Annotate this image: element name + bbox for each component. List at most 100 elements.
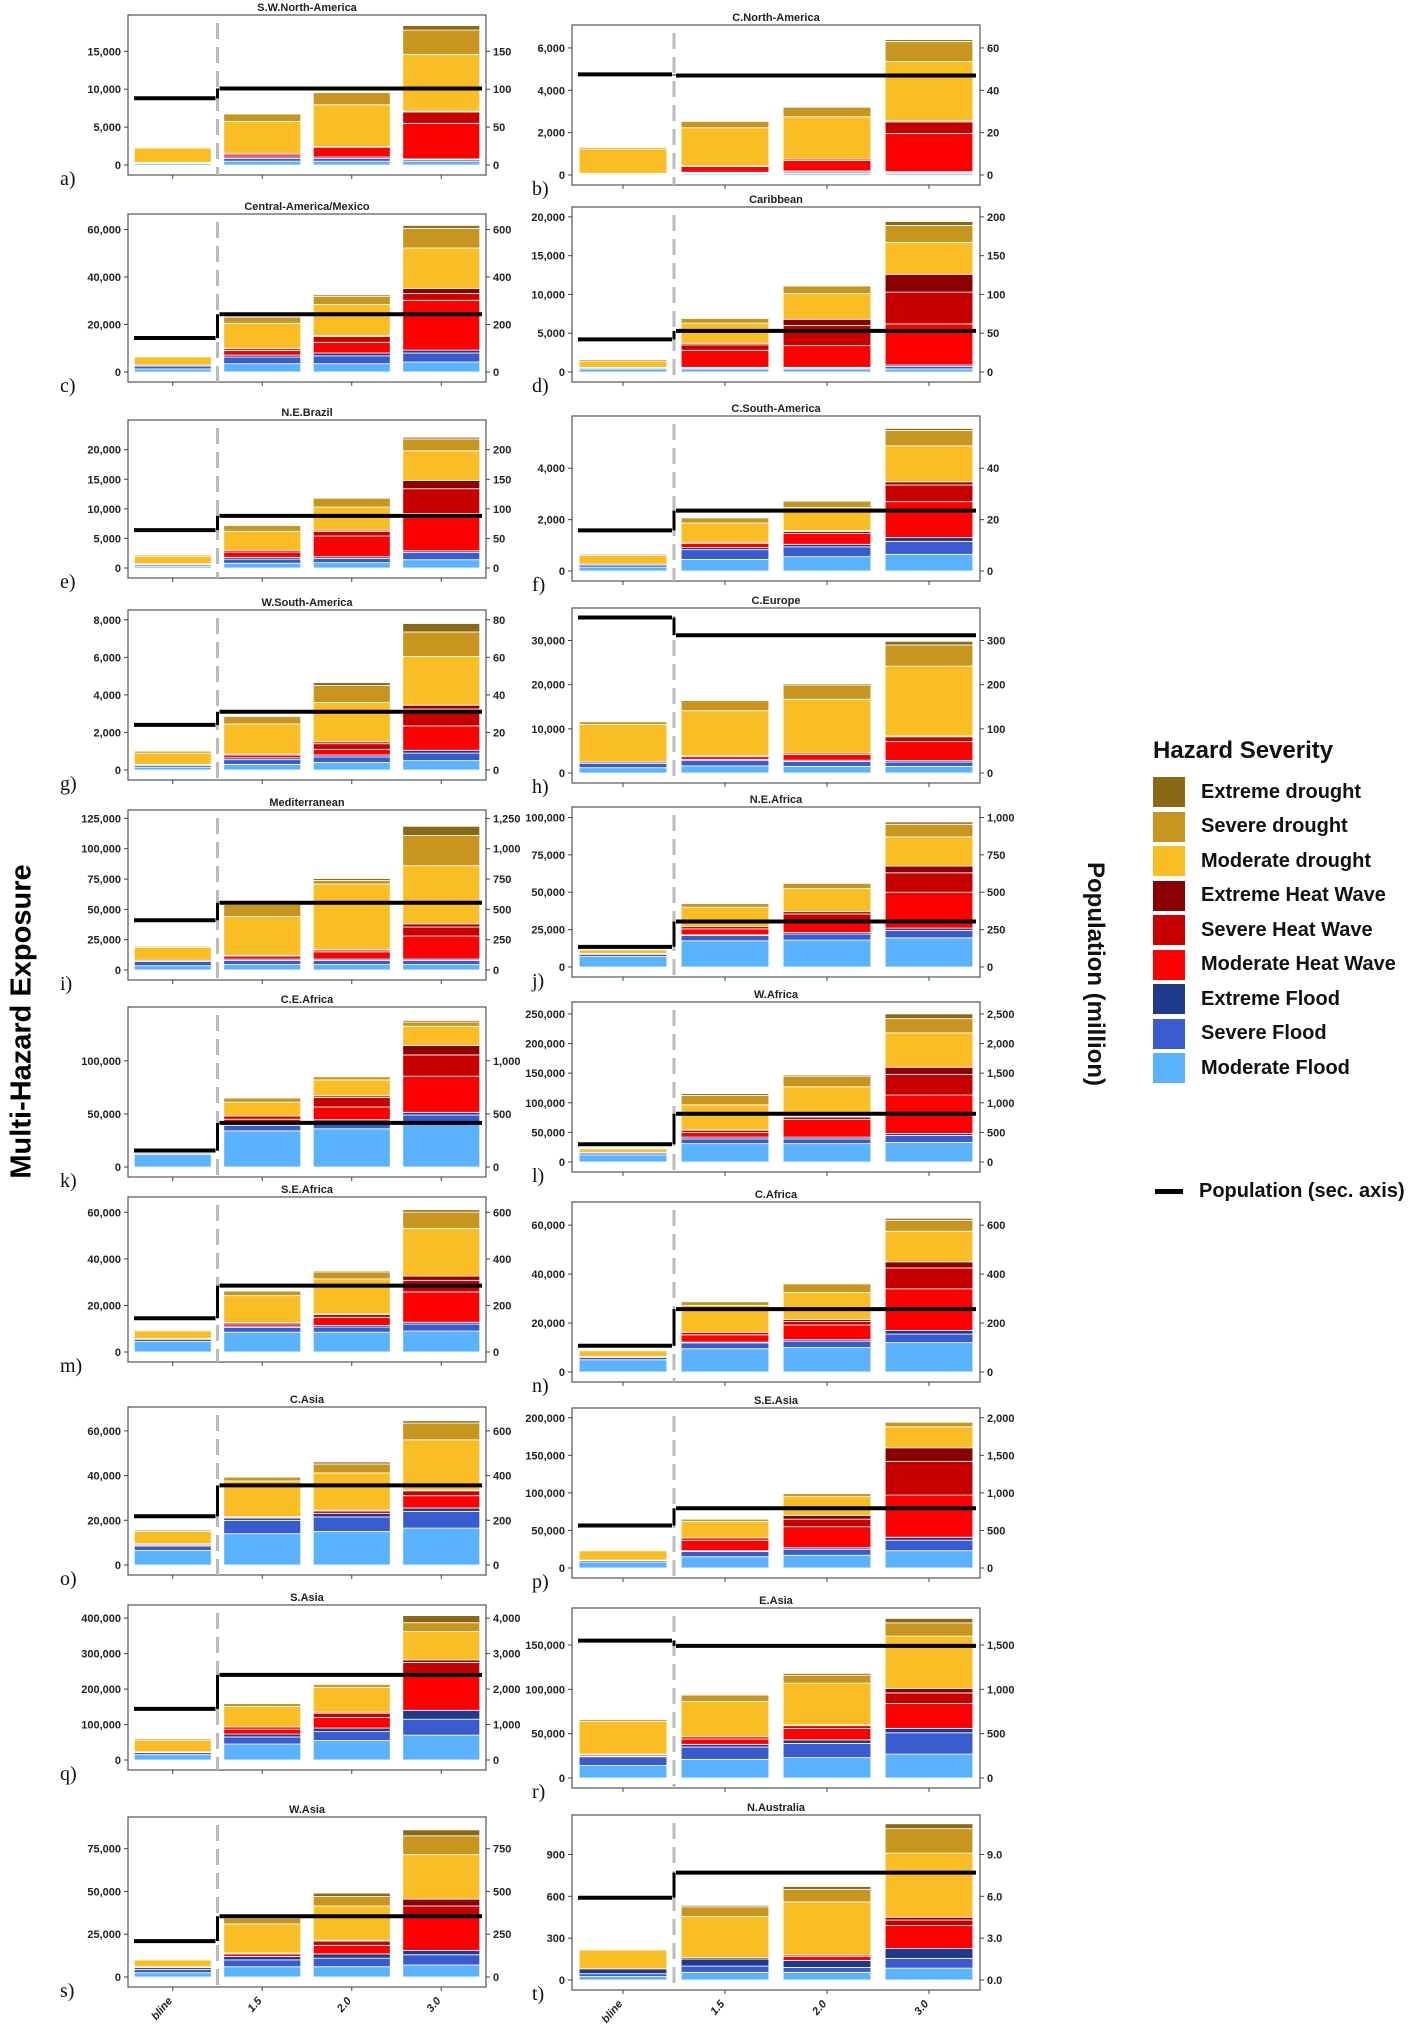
plot-frame [127,1006,487,1178]
bar-segment-severe-flood [680,1746,770,1760]
y2-tick-label: 1,500 [987,1068,1015,1080]
bar-segment-severe-heat-wave [680,1537,770,1541]
y-tick-label: 100,000 [81,1720,121,1732]
bar-segment-moderate-flood [312,1740,391,1761]
bar-segment-moderate-drought [223,1706,302,1728]
y-tick-label: 75,000 [87,1844,121,1856]
bar-segment-moderate-heat-wave [680,756,770,760]
legend-title: Hazard Severity [1153,737,1334,764]
y2-tick-label: 0 [987,367,993,379]
panel-letter: r) [532,1781,545,1803]
y-tick-label: 200,000 [525,1039,565,1051]
legend-swatch [1153,984,1185,1015]
bar-segment-moderate-flood [680,559,770,572]
bar-segment-extreme-flood [223,354,302,358]
bar-segment-moderate-heat-wave [402,1291,481,1323]
bar-segment-extreme-drought [884,1217,974,1221]
y-tick-label: 50,000 [531,887,565,899]
bar-segment-extreme-drought [223,315,302,318]
bar-segment-severe-heat-wave [223,1952,302,1955]
bar-segment-severe-heat-wave [223,1726,302,1730]
bar-segment-moderate-flood [578,566,668,572]
bar-segment-extreme-heat-wave [312,1711,391,1714]
bar-segment-extreme-heat-wave [402,1489,481,1492]
y-tick-label: 50,000 [531,1525,565,1537]
bar-segment-moderate-drought [680,906,770,928]
bar-segment-moderate-flood [578,173,668,176]
bar-segment-severe-flood [782,1340,872,1348]
bar-segment-extreme-flood [402,550,481,554]
bar-segment-moderate-drought [133,147,212,163]
bar-segment-extreme-flood [402,1321,481,1325]
bar-segment-severe-drought [680,1094,770,1106]
bar-segment-moderate-heat-wave [133,1543,212,1546]
plot-frame [127,1816,487,1988]
bar-segment-severe-drought [680,1518,770,1522]
y2-tick-label: 0 [493,367,499,379]
bar-segment-extreme-heat-wave [680,1957,770,1960]
y-tick-label: 75,000 [531,850,565,862]
bar-segment-severe-flood [402,959,481,965]
y-tick-label: 2,000 [93,727,121,739]
bar-segment-severe-flood [680,1965,770,1973]
y2-tick-label: 500 [493,1109,511,1121]
y-tick-label: 6,000 [537,43,565,55]
bar-segment-extreme-flood [782,543,872,548]
y2-tick-label: 1,250 [493,813,521,825]
panel-title: Central-America/Mexico [244,201,370,213]
bar-segment-extreme-heat-wave [402,704,481,710]
bar-segment-severe-heat-wave [223,753,302,756]
y2-tick-label: 4,000 [493,1613,521,1625]
bar-segment-extreme-flood [133,1338,212,1340]
y-tick-label: 0 [115,1162,121,1174]
y2-tick-label: 9.0 [987,1849,1002,1861]
bar-segment-severe-heat-wave [680,755,770,758]
bar-segment-moderate-flood [133,1972,212,1978]
bar-segment-severe-heat-wave [884,121,974,134]
bar-segment-severe-flood [223,1959,302,1968]
panel-group: S.E.Asia 0 50,000 100,000 150,000 200,000 0 500… [525,1395,1014,1593]
bar-segment-moderate-flood [680,1556,770,1569]
bar-segment-moderate-heat-wave [680,1131,770,1138]
bar-segment-moderate-drought [680,1521,770,1539]
bar-segment-moderate-drought [884,242,974,275]
bar-segment-extreme-flood [312,1325,391,1328]
bar-segment-moderate-flood [133,1550,212,1566]
y-tick-label: 150,000 [525,1450,565,1462]
bar-segment-extreme-heat-wave [402,480,481,490]
bar-segment-moderate-heat-wave [884,741,974,762]
bar-segment-severe-heat-wave [680,1331,770,1336]
bar-segment-extreme-heat-wave [312,1939,391,1942]
bar-segment-moderate-flood [312,762,391,771]
bar-segment-severe-flood [578,173,668,175]
bar-segment-extreme-heat-wave [312,335,391,337]
bar-segment-extreme-heat-wave [312,949,391,951]
bar-segment-severe-drought [680,1301,770,1306]
bar-segment-extreme-drought [312,91,391,94]
bar-segment-severe-flood [782,761,872,767]
bar-segment-moderate-drought [312,1905,391,1941]
bar-segment-extreme-flood [782,170,872,173]
bar-segment-severe-heat-wave [402,488,481,514]
y2-tick-label: 40 [987,463,999,475]
y-tick-label: 15,000 [531,251,565,263]
bar-segment-extreme-flood [782,366,872,369]
bar-segment-moderate-drought [578,555,668,565]
y-tick-label: 60,000 [87,225,121,237]
bar-segment-moderate-drought [884,665,974,737]
bar-segment-severe-flood [402,1954,481,1966]
y-tick-label: 2,000 [537,515,565,527]
bar-segment-severe-drought [884,644,974,667]
bar-segment-moderate-flood [312,1531,391,1566]
bar-segment-moderate-flood [223,1331,302,1353]
legend-label: Population (sec. axis) [1199,1180,1405,1202]
y2-tick-label: 500 [987,1525,1005,1537]
bar-segment-extreme-drought [402,1209,481,1213]
y2-tick-label: 200 [493,1515,511,1527]
bar-segment-moderate-flood [884,937,974,968]
bar-segment-extreme-heat-wave [402,1898,481,1907]
bar-segment-moderate-heat-wave [402,122,481,160]
bar-segment-moderate-heat-wave [312,1717,391,1729]
plot-frame [127,213,487,383]
y-tick-label: 50,000 [531,1729,565,1741]
